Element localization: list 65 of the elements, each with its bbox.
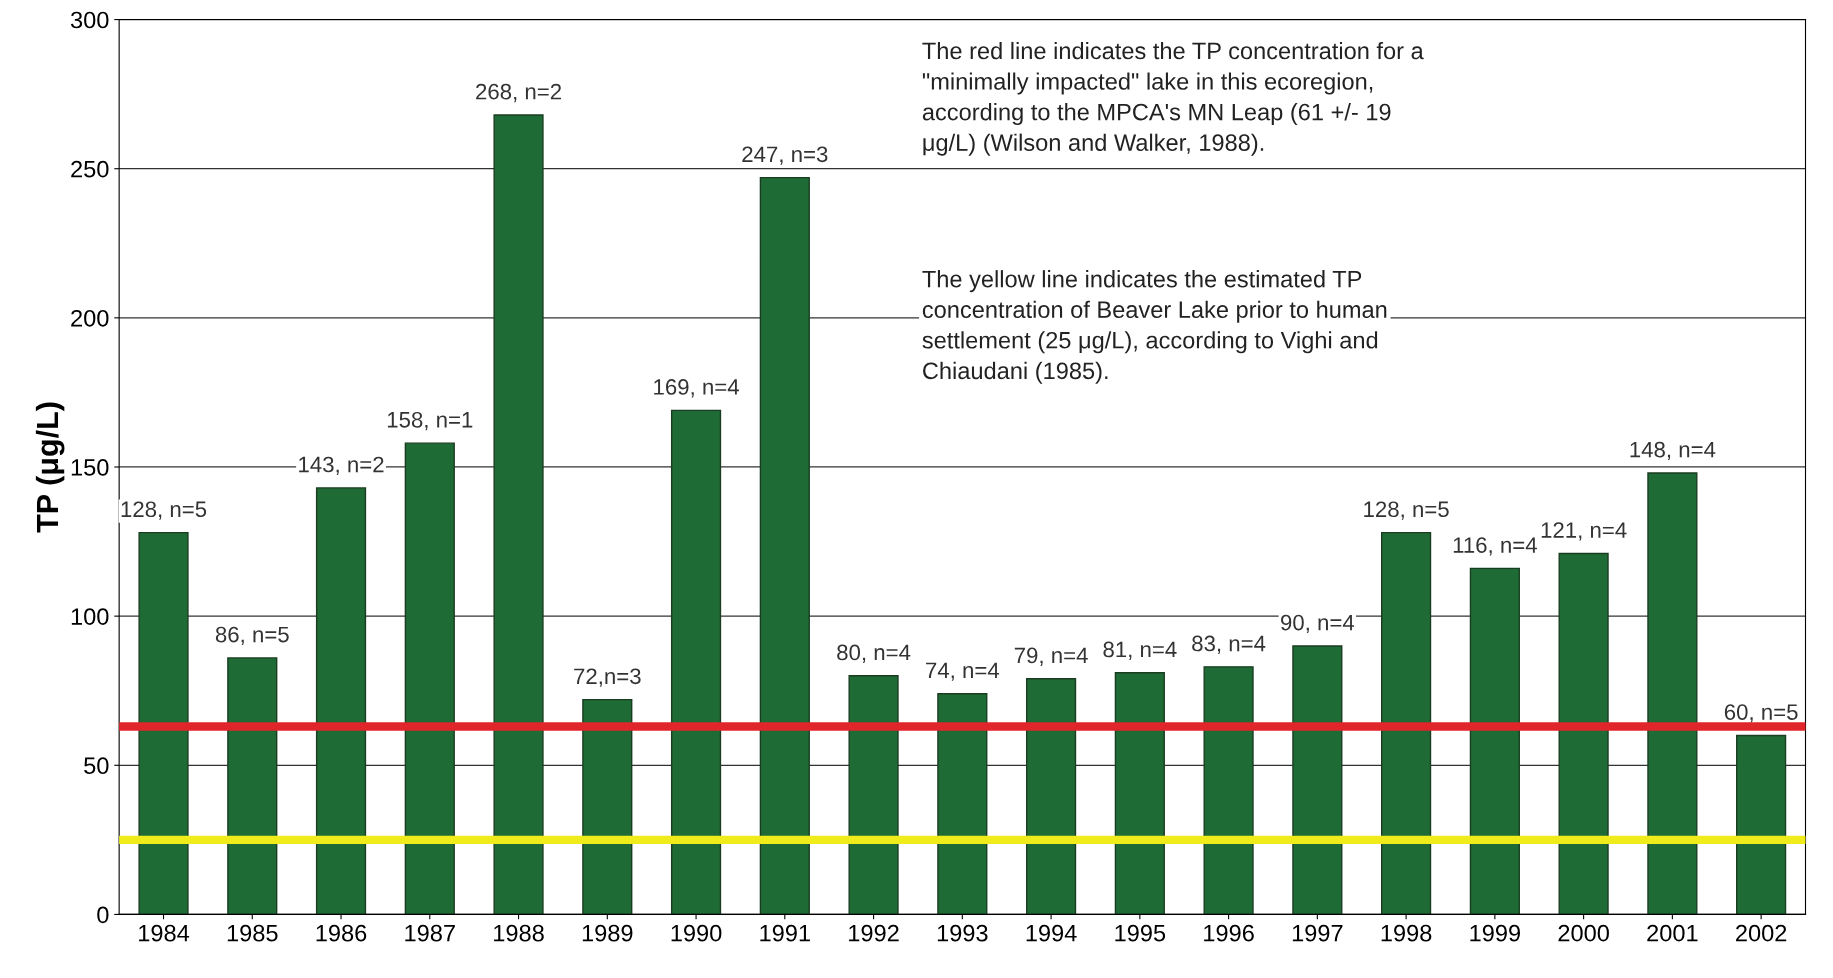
x-tick-label: 1994 bbox=[1026, 924, 1077, 942]
data-label: 83, n=4 bbox=[1192, 635, 1266, 654]
x-tick-label: 1991 bbox=[760, 924, 810, 942]
y-tick-label: 200 bbox=[71, 309, 109, 327]
bar bbox=[404, 442, 455, 915]
x-tick-label: 1998 bbox=[1381, 924, 1432, 942]
data-label: 247, n=3 bbox=[742, 146, 828, 165]
y-tick-label: 150 bbox=[71, 459, 109, 476]
data-label: 158, n=1 bbox=[387, 411, 473, 431]
y-tick-label: 250 bbox=[71, 160, 109, 178]
bar bbox=[227, 657, 278, 915]
data-label: 74, n=4 bbox=[926, 662, 1000, 681]
bar bbox=[493, 114, 544, 915]
x-tick-label: 1984 bbox=[139, 924, 190, 942]
data-label: 90, n=4 bbox=[1281, 614, 1355, 634]
y-tick-label: 0 bbox=[97, 906, 109, 924]
y-tick-label: 300 bbox=[70, 11, 109, 29]
data-label: 128, n=5 bbox=[1364, 501, 1449, 520]
data-label: 169, n=4 bbox=[654, 379, 739, 398]
x-tick-label: 1985 bbox=[227, 924, 278, 942]
x-tick-label: 1993 bbox=[937, 924, 988, 942]
x-tick-label: 1990 bbox=[671, 924, 722, 942]
bar bbox=[1558, 552, 1609, 915]
data-label: 60, n=5 bbox=[1724, 704, 1798, 723]
x-tick-label: 2002 bbox=[1736, 924, 1787, 942]
bar bbox=[1469, 567, 1520, 915]
data-label: 128, n=5 bbox=[121, 501, 207, 520]
y-axis-title: TP (μg/L) bbox=[35, 402, 65, 533]
bar bbox=[1203, 666, 1254, 915]
annotation: The yellow line indicates the estimated TP concentration of Beaver Lake prior to human settlement (25 μg/L), according to Vighi and Chiaudani (1985). bbox=[922, 270, 1387, 384]
x-tick-label: 1996 bbox=[1204, 924, 1254, 942]
data-label: 86, n=5 bbox=[215, 626, 289, 646]
data-label: 143, n=2 bbox=[299, 456, 384, 475]
x-tick-label: 1986 bbox=[316, 924, 367, 942]
bar bbox=[138, 531, 189, 915]
x-tick-label: 1989 bbox=[582, 924, 633, 942]
data-label: 121, n=4 bbox=[1541, 522, 1627, 541]
x-tick-label: 2001 bbox=[1647, 924, 1698, 942]
data-label: 148, n=4 bbox=[1630, 441, 1716, 461]
bar bbox=[1025, 678, 1077, 915]
bar bbox=[937, 693, 988, 915]
data-label: 116, n=4 bbox=[1453, 537, 1537, 556]
data-label: 81, n=4 bbox=[1103, 641, 1177, 660]
x-tick-label: 1992 bbox=[849, 924, 899, 942]
data-label: 80, n=4 bbox=[837, 644, 911, 663]
bar bbox=[315, 487, 367, 915]
bar bbox=[1381, 531, 1432, 915]
bar bbox=[759, 176, 810, 915]
bar bbox=[1647, 472, 1698, 915]
x-tick-label: 1997 bbox=[1292, 924, 1343, 942]
data-label: 79, n=4 bbox=[1014, 647, 1088, 666]
x-tick-label: 1987 bbox=[405, 924, 455, 942]
annotation: The red line indicates the TP concentration for a "minimally impacted" lake in this ecoregion, according to the MPCA's MN Leap (61 +/- 19 μg/L) (Wilson and Walker, 1988). bbox=[922, 41, 1424, 156]
y-tick-label: 100 bbox=[71, 608, 109, 625]
bar bbox=[1114, 672, 1165, 915]
data-label: 268, n=2 bbox=[476, 83, 561, 103]
data-label: 72,n=3 bbox=[574, 668, 641, 687]
y-tick-label: 50 bbox=[84, 757, 109, 775]
x-tick-label: 1999 bbox=[1470, 924, 1521, 942]
bar bbox=[670, 409, 722, 915]
bar bbox=[1736, 734, 1787, 915]
x-tick-label: 1995 bbox=[1115, 924, 1166, 942]
x-tick-label: 2000 bbox=[1558, 924, 1609, 942]
bar bbox=[848, 675, 899, 915]
x-tick-label: 1988 bbox=[494, 924, 544, 942]
